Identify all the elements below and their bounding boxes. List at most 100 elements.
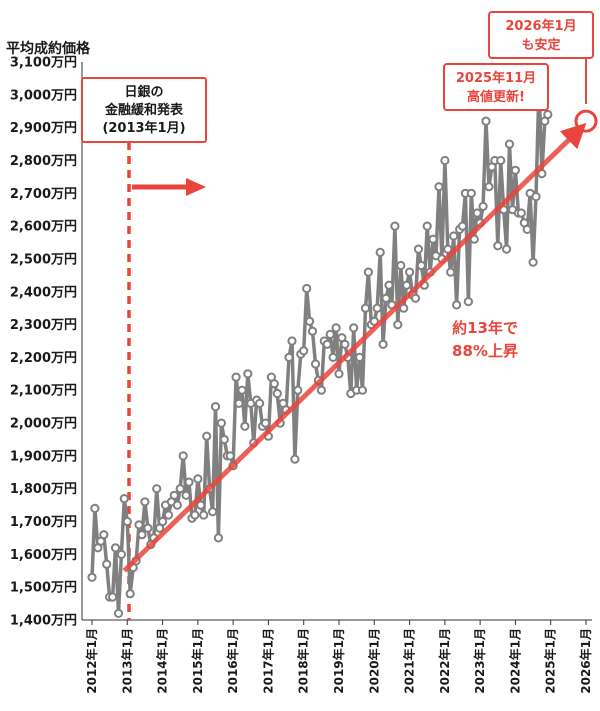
data-point <box>305 316 315 326</box>
data-point <box>504 139 515 149</box>
data-point <box>528 257 538 267</box>
x-tick-label: 2026年1月 <box>578 628 593 694</box>
data-point <box>225 451 235 461</box>
data-point <box>522 224 532 234</box>
data-point <box>413 244 423 254</box>
y-tick-label: 2,100万円 <box>10 384 77 399</box>
boj-text-3: (2013年1月) <box>102 120 185 136</box>
callout2-text-2: 高値更新! <box>467 89 525 105</box>
x-tick-label: 2023年1月 <box>472 628 487 694</box>
data-point <box>410 293 421 303</box>
y-tick-label: 1,500万円 <box>10 581 77 596</box>
data-point <box>422 221 432 231</box>
y-tick-label: 1,600万円 <box>10 548 77 563</box>
y-tick-label: 2,000万円 <box>10 417 77 432</box>
data-point <box>116 549 127 560</box>
data-point <box>402 280 412 290</box>
data-point <box>446 267 456 277</box>
boj-text-1: 日銀の <box>124 84 163 100</box>
y-tick-label: 2,400万円 <box>10 285 77 300</box>
x-tick-label: 2014年1月 <box>155 628 170 694</box>
data-point <box>355 352 365 362</box>
data-point <box>416 260 426 271</box>
x-tick-label: 2017年1月 <box>260 628 275 694</box>
callout2-text-1: 2025年11月 <box>456 70 536 86</box>
data-point <box>169 490 179 500</box>
data-point <box>349 323 359 333</box>
y-tick-label: 2,900万円 <box>10 121 77 136</box>
data-point <box>502 244 512 254</box>
data-point <box>452 300 462 310</box>
data-point <box>302 283 312 294</box>
data-point <box>496 155 506 166</box>
data-point <box>184 477 194 487</box>
data-point <box>369 316 379 326</box>
data-point <box>158 516 168 527</box>
x-tick-label: 2021年1月 <box>402 628 417 694</box>
data-point <box>181 490 191 500</box>
data-point <box>255 398 265 408</box>
data-point <box>199 510 209 520</box>
data-point <box>216 418 226 428</box>
x-tick-label: 2020年1月 <box>366 628 381 694</box>
y-tick-label: 1,800万円 <box>10 482 77 497</box>
data-point <box>428 234 438 244</box>
data-point <box>493 241 503 251</box>
data-point <box>87 572 97 582</box>
data-point <box>516 208 526 218</box>
boj-annotation: 日銀の 金融緩和発表 (2013年1月) <box>81 77 207 143</box>
data-point <box>322 339 332 349</box>
data-point <box>378 339 388 349</box>
data-point <box>284 352 294 362</box>
data-point <box>163 510 174 520</box>
data-point <box>210 402 221 412</box>
data-point <box>331 323 341 333</box>
data-point <box>231 372 241 382</box>
data-point <box>463 297 473 307</box>
callout-2026-01: 2026年1月 も安定 <box>488 11 594 104</box>
data-point <box>472 208 482 218</box>
data-point <box>443 244 453 254</box>
data-point <box>260 418 271 428</box>
data-point <box>272 388 282 399</box>
trend-label-1: 約13年で <box>452 319 518 337</box>
data-point <box>102 559 112 569</box>
data-point <box>481 116 491 126</box>
data-point <box>363 267 373 277</box>
data-point <box>384 280 394 290</box>
data-point <box>510 165 521 175</box>
y-tick-label: 2,300万円 <box>10 318 77 333</box>
x-tick-label: 2013年1月 <box>119 628 134 694</box>
data-point <box>175 484 185 494</box>
callout1-text-2: も安定 <box>521 37 560 53</box>
data-point <box>307 326 318 336</box>
data-point <box>140 497 150 507</box>
data-point <box>484 182 494 192</box>
after-boj-arrow <box>132 178 206 196</box>
data-point <box>202 431 212 441</box>
data-point <box>219 434 229 445</box>
y-tick-label: 3,000万円 <box>10 88 77 103</box>
y-tick-label: 1,400万円 <box>10 614 77 629</box>
data-point <box>110 543 121 553</box>
data-point <box>390 221 400 231</box>
data-point <box>293 385 303 395</box>
y-tick-label: 2,600万円 <box>10 220 77 235</box>
trend-label-2: 88%上昇 <box>452 342 518 360</box>
data-point <box>113 608 124 619</box>
data-point <box>290 454 300 464</box>
data-point <box>310 359 321 369</box>
data-point <box>399 303 409 313</box>
data-point <box>99 530 109 540</box>
data-point <box>340 339 350 349</box>
data-point <box>360 303 371 313</box>
data-point <box>213 533 223 543</box>
y-tick-label: 2,800万円 <box>10 154 77 169</box>
data-point <box>299 346 309 356</box>
x-tick-label: 2025年1月 <box>543 628 558 694</box>
x-tick-label: 2012年1月 <box>84 628 99 694</box>
data-point <box>196 500 206 510</box>
data-point <box>405 267 415 277</box>
data-point <box>325 329 335 339</box>
x-tick-label: 2024年1月 <box>507 628 522 694</box>
